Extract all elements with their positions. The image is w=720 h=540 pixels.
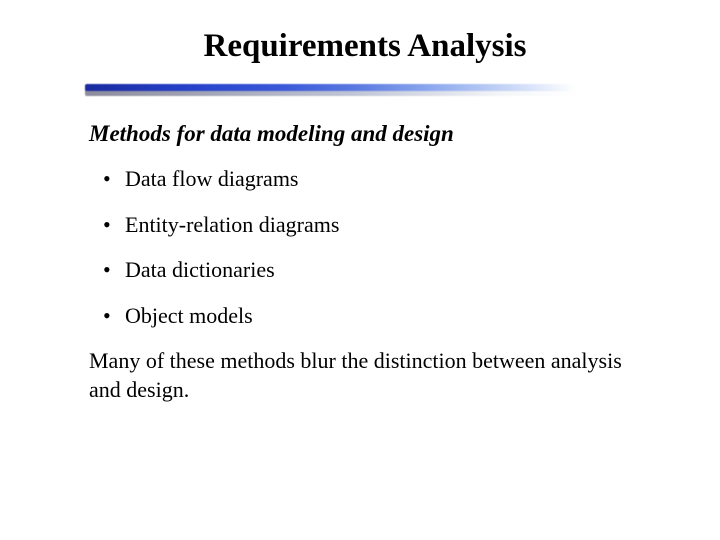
bullet-list: Data flow diagrams Entity-relation diagr… — [103, 165, 645, 329]
bullet-item: Data dictionaries — [103, 256, 645, 284]
title-underline — [85, 83, 575, 97]
slide-title: Requirements Analysis — [85, 28, 645, 65]
underline-main — [85, 84, 575, 91]
closing-text: Many of these methods blur the distincti… — [89, 347, 629, 404]
bullet-item: Data flow diagrams — [103, 165, 645, 193]
slide: Requirements Analysis Methods for data m… — [0, 0, 720, 540]
bullet-item: Object models — [103, 302, 645, 330]
bullet-item: Entity-relation diagrams — [103, 211, 645, 239]
slide-subtitle: Methods for data modeling and design — [89, 121, 645, 147]
